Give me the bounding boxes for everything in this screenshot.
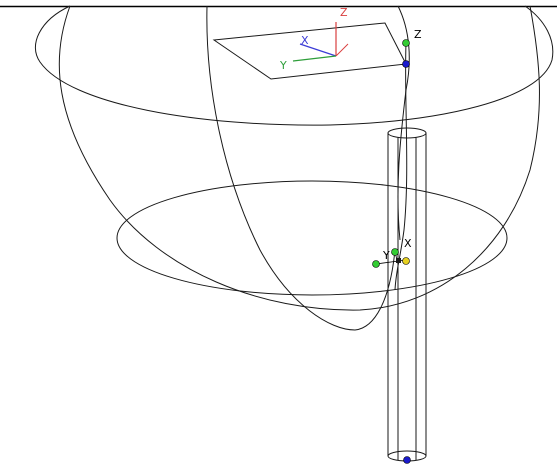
grip-mid-y-label: Y [382, 249, 390, 262]
grip-top-blue[interactable] [402, 60, 410, 68]
grip-mid-center[interactable] [396, 258, 401, 263]
ucs-x-axis [299, 43, 337, 57]
grip-mid-x-label: X [404, 237, 412, 250]
latitude-ellipse[interactable] [116, 180, 508, 296]
ucs-plane[interactable] [212, 22, 407, 80]
sphere-outline[interactable] [58, 5, 540, 311]
grip-top-green[interactable] [402, 39, 410, 47]
ucs-z-diagonal [335, 43, 349, 57]
grip-mid-yellow[interactable] [402, 257, 410, 265]
ucs-y-axis [292, 55, 337, 62]
grip-mid-green-top[interactable] [391, 248, 399, 256]
ucs-x-label: X [301, 34, 309, 47]
grip-bottom-blue[interactable] [403, 456, 411, 464]
ucs-z-label: Z [340, 6, 348, 19]
sphere-equator-ellipse[interactable] [35, 5, 554, 126]
sphere-meridian-front[interactable] [206, 5, 396, 331]
ucs-y-label: Y [279, 59, 287, 72]
grip-mid-x-line [375, 259, 407, 265]
cylinder-top-ellipse[interactable] [387, 127, 427, 139]
path-curve[interactable] [394, 42, 408, 291]
grip-top-z-label: Z [414, 28, 422, 41]
grip-mid-green-left[interactable] [372, 260, 380, 268]
